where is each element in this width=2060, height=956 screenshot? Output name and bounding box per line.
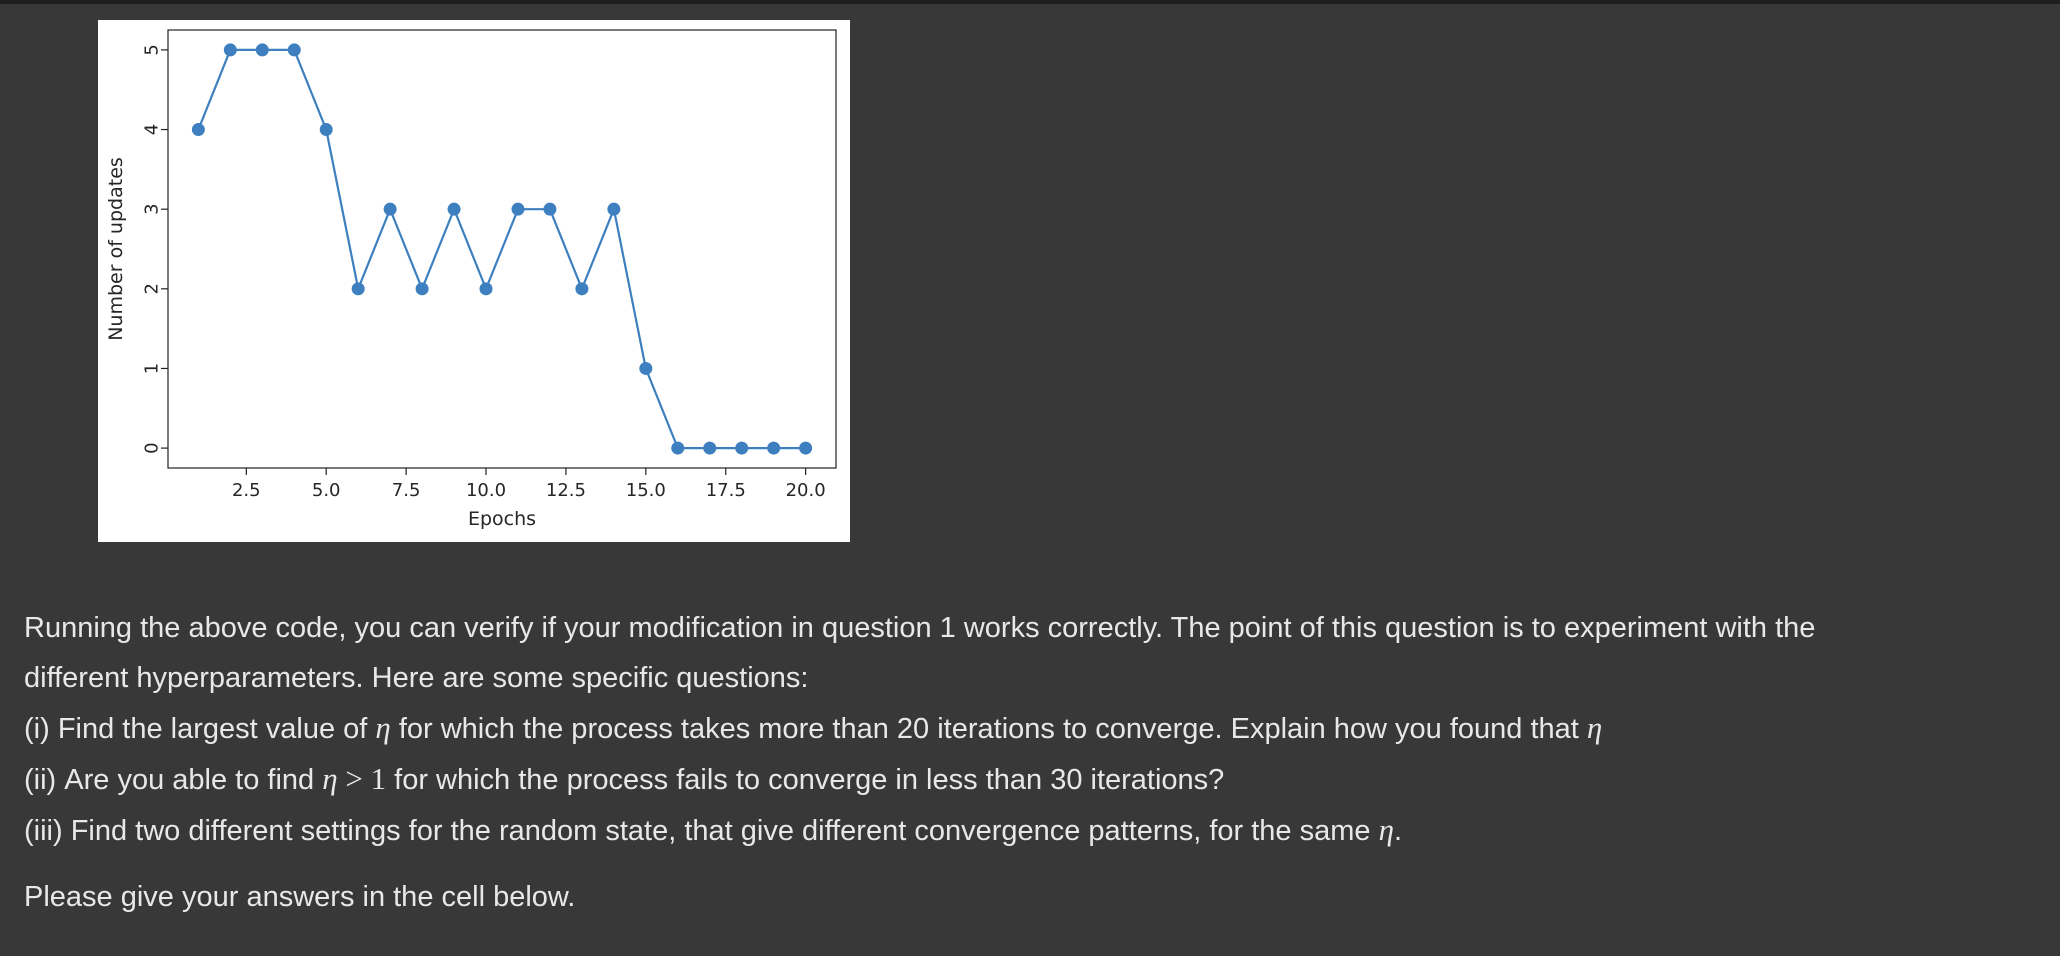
data-point bbox=[703, 441, 717, 455]
x-tick-label: 17.5 bbox=[706, 480, 746, 501]
intro-line-2: different hyperparameters. Here are some… bbox=[24, 662, 809, 694]
data-point bbox=[511, 202, 525, 216]
eta-symbol: η bbox=[1378, 812, 1394, 847]
y-axis-label: Number of updates bbox=[105, 157, 127, 341]
question-1: (i) Find the largest value of η for whic… bbox=[24, 710, 1603, 745]
plot-output: 0 1 2 3 4 5 2.5 5.0 7.5 10.0 12.5 15.0 17.5 20.0 Epo… bbox=[98, 20, 850, 542]
data-point bbox=[319, 123, 333, 137]
data-point bbox=[447, 202, 461, 216]
eta-symbol: η bbox=[1586, 710, 1603, 745]
data-point bbox=[767, 441, 781, 455]
question-2: (ii) Are you able to find η > 1 for whic… bbox=[24, 761, 1225, 796]
data-point bbox=[543, 202, 557, 216]
x-tick-label: 15.0 bbox=[626, 480, 666, 501]
data-point bbox=[671, 441, 685, 455]
intro-line-1: Running the above code, you can verify i… bbox=[24, 612, 1816, 644]
data-point bbox=[479, 282, 493, 296]
data-point bbox=[575, 282, 589, 296]
top-border bbox=[0, 0, 2060, 4]
data-point bbox=[607, 202, 621, 216]
y-tick-label: 0 bbox=[142, 442, 163, 453]
y-axis-ticks: 0 1 2 3 4 5 bbox=[142, 44, 168, 454]
x-tick-label: 20.0 bbox=[786, 480, 826, 501]
x-tick-label: 7.5 bbox=[392, 480, 421, 501]
y-tick-label: 5 bbox=[142, 44, 163, 55]
x-tick-label: 10.0 bbox=[466, 480, 506, 501]
data-point bbox=[255, 43, 269, 57]
y-tick-label: 3 bbox=[142, 203, 163, 214]
data-point bbox=[351, 282, 365, 296]
number-one: 1 bbox=[370, 761, 387, 796]
markdown-cell: Running the above code, you can verify i… bbox=[24, 603, 2044, 922]
data-point bbox=[415, 282, 429, 296]
data-point bbox=[799, 441, 813, 455]
x-axis-ticks: 2.5 5.0 7.5 10.0 12.5 15.0 17.5 20.0 bbox=[232, 468, 826, 501]
eta-symbol: η bbox=[375, 710, 391, 745]
x-tick-label: 2.5 bbox=[232, 480, 261, 501]
line-chart: 0 1 2 3 4 5 2.5 5.0 7.5 10.0 12.5 15.0 17.5 20.0 Epo… bbox=[105, 29, 837, 530]
data-point bbox=[383, 202, 397, 216]
intro-paragraph: Running the above code, you can verify i… bbox=[24, 603, 2044, 856]
y-tick-label: 4 bbox=[142, 124, 163, 135]
data-point bbox=[191, 123, 205, 137]
x-tick-label: 12.5 bbox=[546, 480, 586, 501]
series-points bbox=[191, 43, 813, 455]
x-tick-label: 5.0 bbox=[312, 480, 341, 501]
greater-than-symbol: > bbox=[337, 761, 371, 796]
data-point bbox=[639, 361, 653, 375]
y-tick-label: 2 bbox=[142, 283, 163, 294]
data-point bbox=[223, 43, 237, 57]
data-point bbox=[287, 43, 301, 57]
eta-symbol: η bbox=[322, 761, 338, 796]
data-point bbox=[735, 441, 749, 455]
question-3: (iii) Find two different settings for th… bbox=[24, 812, 1403, 847]
y-tick-label: 1 bbox=[142, 363, 163, 374]
x-axis-label: Epochs bbox=[468, 508, 536, 530]
outro-paragraph: Please give your answers in the cell bel… bbox=[24, 881, 576, 913]
